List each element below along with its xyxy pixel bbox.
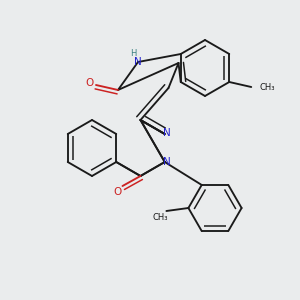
Text: H: H [130, 49, 136, 58]
Text: N: N [163, 157, 171, 167]
Text: O: O [113, 187, 122, 197]
Text: N: N [134, 57, 142, 67]
Text: CH₃: CH₃ [259, 82, 275, 91]
Text: N: N [163, 128, 171, 138]
Text: CH₃: CH₃ [153, 214, 168, 223]
Text: O: O [85, 78, 93, 88]
